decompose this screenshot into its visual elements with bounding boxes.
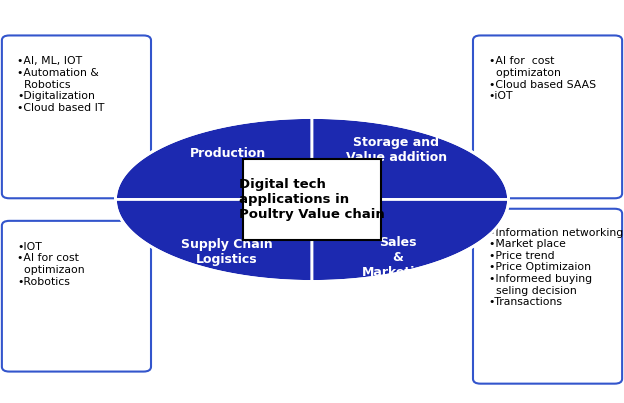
Text: •IOT
•AI for cost
  optimizaon
•Robotics: •IOT •AI for cost optimizaon •Robotics	[17, 242, 85, 287]
Polygon shape	[312, 118, 509, 199]
Text: Digital tech
applications in
Poultry Value chain: Digital tech applications in Poultry Val…	[239, 178, 385, 221]
Polygon shape	[312, 199, 509, 281]
Polygon shape	[115, 118, 312, 199]
FancyBboxPatch shape	[2, 221, 151, 372]
Text: •AI, ML, IOT
•Automation &
  Robotics
•Digitalization
•Cloud based IT: •AI, ML, IOT •Automation & Robotics •Dig…	[17, 56, 105, 113]
FancyBboxPatch shape	[473, 35, 622, 198]
Text: Sales
&
Marketing: Sales & Marketing	[362, 237, 433, 279]
Polygon shape	[115, 199, 312, 281]
FancyBboxPatch shape	[473, 209, 622, 384]
Text: Supply Chain
Logistics: Supply Chain Logistics	[180, 238, 273, 266]
Text: •Information networking
•Market place
•Price trend
•Price Optimizaion
•Informeed: •Information networking •Market place •P…	[489, 228, 623, 307]
FancyBboxPatch shape	[2, 35, 151, 198]
Text: Storage and
Value addition: Storage and Value addition	[346, 136, 447, 164]
FancyBboxPatch shape	[243, 159, 381, 240]
Text: Production: Production	[190, 147, 266, 160]
Text: •AI for  cost
  optimizaton
•Cloud based SAAS
•iOT: •AI for cost optimizaton •Cloud based SA…	[489, 56, 596, 101]
